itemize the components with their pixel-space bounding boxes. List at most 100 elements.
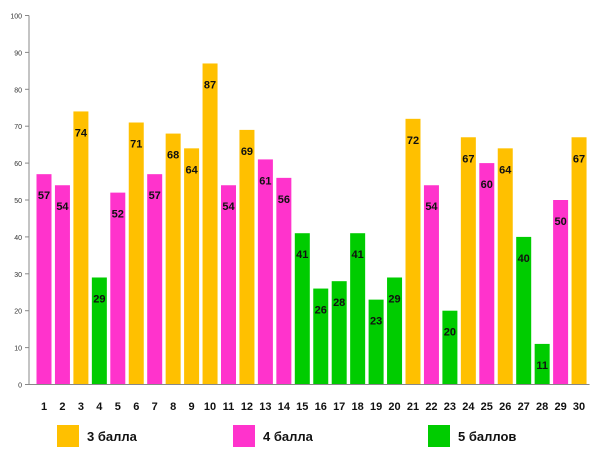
x-tick-label-12: 12: [241, 401, 253, 413]
bar-10: [202, 63, 218, 385]
x-tick-label-6: 6: [133, 401, 139, 413]
bar-1: [36, 174, 52, 385]
bar-11: [221, 185, 236, 385]
data-label-12: 69: [241, 146, 253, 158]
x-tick-label-22: 22: [425, 401, 437, 413]
bar-24: [460, 137, 476, 385]
bar-5: [110, 192, 126, 385]
data-label-21: 72: [407, 135, 419, 147]
bar-7: [147, 174, 163, 385]
data-label-22: 54: [425, 201, 438, 213]
bar-3: [73, 111, 89, 385]
y-tick-label: 80: [14, 87, 22, 94]
bar-30: [571, 137, 587, 385]
data-label-24: 67: [462, 153, 474, 165]
data-label-23: 20: [444, 327, 456, 339]
legend-swatch-3: [57, 425, 79, 447]
data-label-14: 56: [278, 194, 290, 206]
y-tick-label: 40: [14, 235, 22, 242]
y-tick-label: 60: [14, 161, 22, 168]
x-tick-label-30: 30: [573, 401, 585, 413]
y-tick-label: 0: [18, 383, 22, 390]
x-tick-label-21: 21: [407, 401, 419, 413]
x-tick-label-10: 10: [204, 401, 216, 413]
x-tick-label-4: 4: [96, 401, 103, 413]
bar-6: [128, 122, 144, 385]
data-label-9: 64: [185, 164, 198, 176]
bar-8: [165, 133, 181, 385]
x-tick-label-11: 11: [223, 401, 235, 413]
data-label-2: 54: [56, 201, 69, 213]
x-tick-label-16: 16: [315, 401, 327, 413]
bar-26: [497, 148, 513, 385]
value-labels: 57 54 74 29 52 71 57 68 64 87 54 69 61 56 41 26 28 41 23 29…: [38, 79, 585, 371]
bar-25: [479, 163, 495, 385]
x-tick-label-1: 1: [41, 401, 47, 413]
data-label-25: 60: [481, 179, 493, 191]
x-tick-label-19: 19: [370, 401, 382, 413]
data-label-27: 40: [518, 253, 530, 265]
x-tick-label-24: 24: [462, 401, 475, 413]
data-label-20: 29: [388, 293, 400, 305]
y-tick-label: 20: [14, 309, 22, 316]
x-tick-label-2: 2: [59, 401, 65, 413]
x-tick-label-23: 23: [444, 401, 456, 413]
legend-swatch-5: [428, 425, 450, 447]
bar-15: [294, 233, 310, 385]
data-label-28: 11: [536, 360, 548, 372]
bar-23: [442, 310, 458, 385]
bar-27: [516, 236, 532, 385]
x-tick-label-27: 27: [518, 401, 530, 413]
legend-label-3: 3 балла: [87, 428, 137, 444]
data-label-1: 57: [38, 190, 50, 202]
bar-19: [368, 299, 384, 385]
y-axis: 0 10 20 30 40 50 60 70 80 90 100: [10, 14, 30, 390]
data-label-4: 29: [93, 293, 105, 305]
x-tick-label-14: 14: [278, 401, 291, 413]
x-tick-label-25: 25: [481, 401, 493, 413]
x-tick-label-29: 29: [554, 401, 566, 413]
bar-12: [239, 129, 255, 385]
bar-13: [257, 159, 273, 385]
data-label-6: 71: [130, 139, 142, 151]
data-label-5: 52: [112, 209, 124, 221]
x-tick-label-9: 9: [189, 401, 195, 413]
data-label-8: 68: [167, 150, 179, 162]
x-tick-label-7: 7: [152, 401, 158, 413]
x-tick-label-13: 13: [259, 401, 271, 413]
data-label-19: 23: [370, 316, 382, 328]
legend-label-4: 4 балла: [263, 428, 313, 444]
x-tick-label-8: 8: [170, 401, 176, 413]
bars: [36, 63, 587, 385]
data-label-16: 26: [315, 305, 327, 317]
x-tick-label-26: 26: [499, 401, 511, 413]
bar-29: [553, 200, 569, 385]
x-tick-label-18: 18: [352, 401, 364, 413]
y-tick-label: 10: [14, 346, 22, 353]
legend-swatch-4: [233, 425, 255, 447]
data-label-13: 61: [259, 175, 271, 187]
bar-28: [534, 343, 550, 385]
bar-21: [405, 118, 421, 385]
data-label-15: 41: [296, 249, 308, 261]
x-axis: 1 2 3 4 5 6 7 8 9 10 11 12 13 14 15 16 17 18 19 20 21 22 23 24 2…: [29, 384, 590, 413]
bar-16: [313, 288, 329, 385]
bar-4: [91, 277, 107, 385]
bar-22: [423, 185, 439, 385]
data-label-26: 64: [499, 164, 512, 176]
x-tick-label-17: 17: [333, 401, 345, 413]
bar-2: [54, 185, 70, 385]
data-label-29: 50: [554, 216, 566, 228]
legend-item-4: 4 балла: [233, 425, 313, 447]
legend-item-3: 3 балла: [57, 425, 137, 447]
bar-14: [276, 177, 292, 385]
data-label-11: 54: [222, 201, 235, 213]
y-tick-label: 50: [14, 198, 22, 205]
y-tick-label: 100: [10, 14, 22, 21]
legend-item-5: 5 баллов: [428, 425, 516, 447]
bar-9: [184, 148, 200, 385]
x-tick-label-28: 28: [536, 401, 548, 413]
bar-17: [331, 281, 347, 385]
